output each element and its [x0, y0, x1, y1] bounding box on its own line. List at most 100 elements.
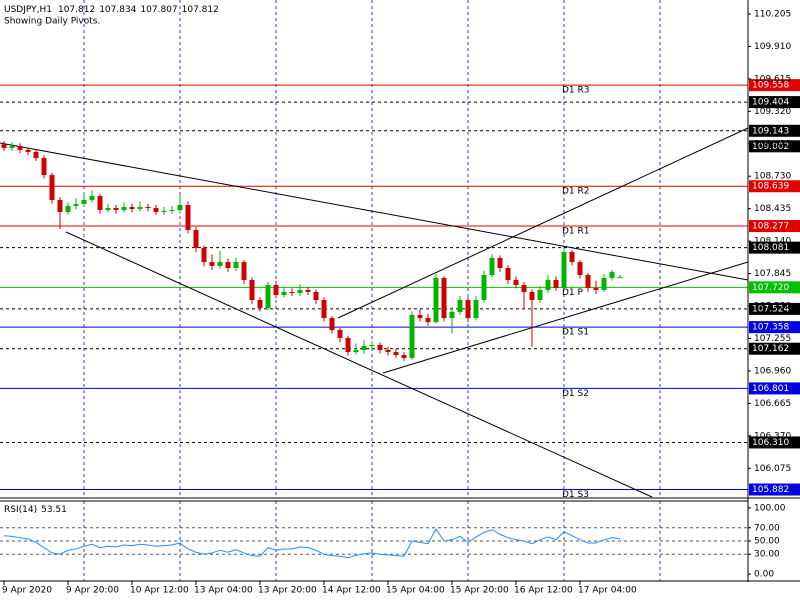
y-tick-label: 106.075 [754, 464, 791, 474]
candle-body [41, 157, 47, 176]
candle-body [609, 271, 615, 278]
y-tick-label: 109.910 [754, 42, 791, 52]
trendline [382, 261, 749, 374]
level-label-bg [749, 281, 800, 294]
trendline [65, 231, 653, 498]
level-label-bg [749, 302, 800, 315]
candle-body [9, 145, 15, 148]
level-label-bg [749, 342, 800, 355]
candle-body [561, 252, 567, 288]
level-label: 109.404 [752, 98, 789, 108]
x-tick-label: 14 Apr 12:00 [322, 586, 381, 596]
level-label-bg [749, 483, 800, 496]
candle-body [193, 230, 199, 248]
candle-body [225, 262, 231, 268]
candle-body [545, 279, 551, 290]
x-tick-label: 15 Apr 04:00 [386, 586, 445, 596]
level-label: 106.310 [752, 438, 789, 448]
candle-body [97, 196, 103, 210]
x-tick-label: 9 Apr 20:00 [66, 586, 119, 596]
candle-body [337, 330, 343, 338]
candle-body [1, 144, 7, 148]
open-value: 107.812 [58, 5, 95, 15]
candle-body [249, 279, 255, 300]
candle-body [161, 210, 167, 212]
y-tick-label: 106.960 [754, 366, 791, 376]
candle-body [529, 291, 535, 300]
candle-body [281, 291, 287, 296]
y-tick-label: 109.615 [754, 74, 791, 84]
level-label: 109.558 [752, 81, 789, 91]
candle-body [361, 345, 367, 351]
level-name: D1 R3 [562, 86, 590, 96]
y-tick-label: 106.370 [754, 431, 791, 441]
candle-body [33, 151, 39, 158]
x-tick-label: 17 Apr 04:00 [578, 586, 637, 596]
candle-body [153, 208, 159, 212]
candle-body [481, 275, 487, 300]
candle-body [585, 275, 591, 288]
candle-body [537, 289, 543, 300]
level-name: D1 S1 [562, 328, 589, 338]
level-label: 107.358 [752, 323, 789, 333]
x-tick-label: 13 Apr 04:00 [194, 586, 253, 596]
candle-body [425, 318, 431, 322]
candle-body [185, 204, 191, 231]
candle-body [393, 352, 399, 355]
level-label-bg [749, 241, 800, 254]
level-name: D1 P [562, 288, 584, 298]
candle-body [553, 279, 559, 288]
rsi-y-tick-label: 100.00 [754, 503, 786, 513]
y-tick-label: 109.320 [754, 107, 791, 117]
candle-body [113, 208, 119, 210]
candle-body [601, 277, 607, 290]
candle-body [265, 285, 271, 309]
candle-body [177, 204, 183, 210]
candle-body [417, 314, 423, 319]
candle-body [257, 299, 263, 309]
level-label: 107.162 [752, 344, 789, 354]
level-label: 107.524 [752, 304, 789, 314]
level-label: 108.639 [752, 182, 789, 192]
candle-body [441, 277, 447, 319]
level-label-bg [749, 124, 800, 137]
candle-body [201, 247, 207, 263]
level-name: D1 R1 [562, 227, 590, 237]
level-label-bg [749, 180, 800, 193]
candle-body [505, 267, 511, 280]
candle-body [457, 299, 463, 312]
y-tick-label: 108.435 [754, 204, 791, 214]
level-label-bg [749, 382, 800, 395]
candle-body [473, 299, 479, 319]
candle-body [449, 311, 455, 319]
chart-header: USDJPY,H1 107.812 107.834 107.807 107.812 [4, 5, 219, 15]
level-name: D1 S3 [562, 490, 589, 500]
candle-body [217, 262, 223, 266]
candle-body [401, 354, 407, 358]
rsi-y-tick-label: 70.00 [754, 523, 780, 533]
x-tick-label: 9 Apr 2020 [2, 586, 52, 596]
candle-body [129, 207, 135, 210]
y-tick-label: 107.255 [754, 334, 791, 344]
overlay: 109.558 109.404 109.143 109.002 108.639 108.2… [749, 79, 800, 496]
candle-body [521, 285, 527, 292]
candle-body [377, 344, 383, 351]
candle-body [345, 337, 351, 353]
x-tick-label: 16 Apr 12:00 [514, 586, 573, 596]
level-name: D1 S2 [562, 389, 589, 399]
y-tick-label: 108.140 [754, 237, 791, 247]
x-tick-label: 15 Apr 20:00 [450, 586, 509, 596]
level-label: 108.277 [752, 222, 789, 232]
candle-body [209, 262, 215, 266]
candle-body [593, 287, 599, 290]
rsi-current: 53.51 [41, 505, 67, 515]
trendline [337, 127, 749, 319]
candle-body [489, 257, 495, 276]
level-label: 106.801 [752, 384, 789, 394]
level-name: D1 R2 [562, 187, 590, 197]
candle-body [617, 277, 623, 279]
candle-body [273, 285, 279, 296]
high-value: 107.834 [99, 5, 136, 15]
candle-body [433, 277, 439, 322]
candle-body [305, 289, 311, 292]
